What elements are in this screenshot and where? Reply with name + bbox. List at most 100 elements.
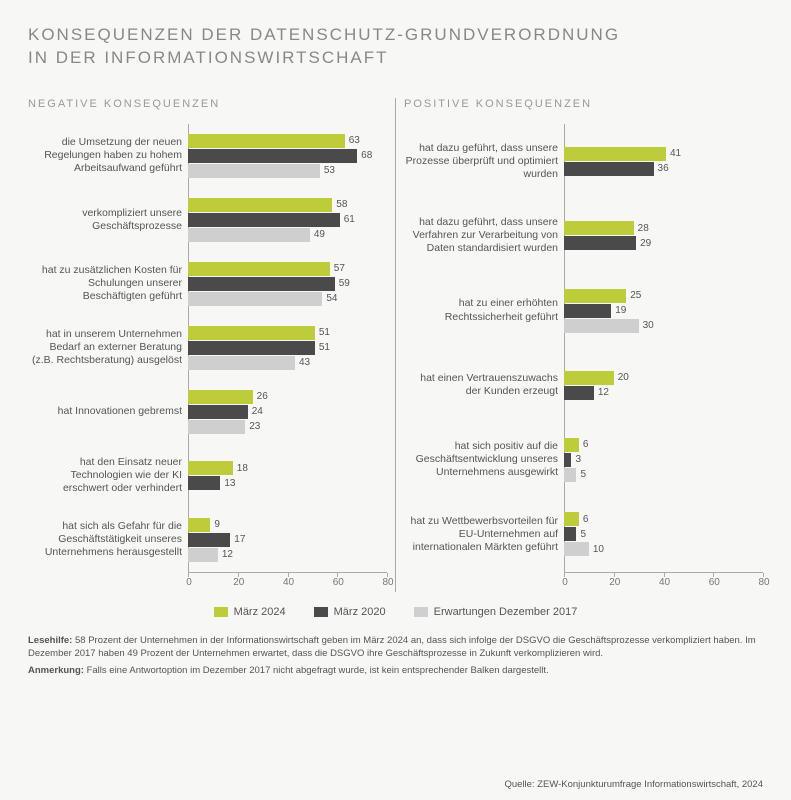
bar-value: 28 bbox=[634, 223, 649, 234]
anmerkung-label: Anmerkung: bbox=[28, 665, 84, 676]
bar-fill bbox=[188, 533, 230, 547]
bar-m2020: 29 bbox=[564, 236, 763, 250]
bar-group: 1813 bbox=[188, 444, 387, 508]
bar-fill bbox=[188, 213, 340, 227]
bar-value: 9 bbox=[210, 519, 220, 530]
bar-fill bbox=[564, 468, 576, 482]
category-label: hat zu zusätzlichen Kosten für Schulunge… bbox=[28, 252, 188, 316]
bar-d2017: 12 bbox=[188, 548, 387, 562]
lesehilfe-label: Lesehilfe: bbox=[28, 635, 72, 646]
bar-value: 12 bbox=[594, 387, 609, 398]
bar-fill bbox=[564, 147, 666, 161]
bar-value: 58 bbox=[332, 199, 347, 210]
bar-group: 2012 bbox=[564, 348, 763, 423]
panel-title-negative: NEGATIVE KONSEQUENZEN bbox=[28, 98, 387, 110]
panel-title-positive: POSITIVE KONSEQUENZEN bbox=[404, 98, 763, 110]
axis-tick: 80 bbox=[387, 573, 388, 577]
bar-d2017: 23 bbox=[188, 420, 387, 434]
bar-value: 19 bbox=[611, 305, 626, 316]
bar-fill bbox=[188, 277, 335, 291]
panel-negative: NEGATIVE KONSEQUENZEN die Umsetzung der … bbox=[28, 98, 396, 592]
bar-group: 91712 bbox=[188, 508, 387, 572]
bar-m2024: 6 bbox=[564, 438, 763, 452]
axis-tick: 20 bbox=[238, 573, 239, 577]
bar-value: 6 bbox=[579, 439, 589, 450]
axis-tick: 0 bbox=[564, 573, 565, 577]
bar-d2017: 5 bbox=[564, 468, 763, 482]
bar-fill bbox=[564, 438, 579, 452]
bar-value: 41 bbox=[666, 148, 681, 159]
bar-value: 25 bbox=[626, 290, 641, 301]
bar-value: 49 bbox=[310, 229, 325, 240]
axis-tick: 80 bbox=[763, 573, 764, 577]
bar-value: 12 bbox=[218, 549, 233, 560]
category-label: hat den Einsatz neuer Technologien wie d… bbox=[28, 444, 188, 508]
bar-m2020: 13 bbox=[188, 476, 387, 490]
axis-tick-label: 20 bbox=[609, 577, 620, 588]
bar-group: 51 51 43 bbox=[188, 316, 387, 380]
bar-m2020: 12 bbox=[564, 386, 763, 400]
bar-value: 23 bbox=[245, 421, 260, 432]
axis-tick: 0 bbox=[188, 573, 189, 577]
bar-fill bbox=[564, 512, 579, 526]
footnotes: Lesehilfe: 58 Prozent der Unternehmen in… bbox=[28, 634, 763, 678]
axis-tick-label: 80 bbox=[758, 577, 769, 588]
legend-label: März 2020 bbox=[334, 606, 386, 618]
title-line-2: IN DER INFORMATIONSWIRTSCHAFT bbox=[28, 48, 389, 67]
axis-tick-label: 60 bbox=[333, 577, 344, 588]
chart-panels: NEGATIVE KONSEQUENZEN die Umsetzung der … bbox=[28, 98, 763, 592]
bar-fill bbox=[188, 518, 210, 532]
axis-tick: 20 bbox=[614, 573, 615, 577]
panel-positive: POSITIVE KONSEQUENZEN hat dazu geführt, … bbox=[396, 98, 763, 592]
anmerkung-text: Falls eine Antwortoption im Dezember 201… bbox=[87, 665, 549, 676]
category-label: hat in unserem Unternehmen Bedarf an ext… bbox=[28, 316, 188, 380]
bar-d2017: 49 bbox=[188, 228, 387, 242]
bar-m2024: 41 bbox=[564, 147, 763, 161]
bar-m2020: 51 bbox=[188, 341, 387, 355]
axis-tick-label: 0 bbox=[562, 577, 568, 588]
bar-fill bbox=[188, 476, 220, 490]
title-line-1: KONSEQUENZEN DER DATENSCHUTZ-GRUNDVERORD… bbox=[28, 25, 620, 44]
bar-fill bbox=[564, 386, 594, 400]
bar-d2017: 43 bbox=[188, 356, 387, 370]
legend-item: März 2020 bbox=[314, 606, 386, 618]
bar-m2020: 68 bbox=[188, 149, 387, 163]
bar-value: 53 bbox=[320, 165, 335, 176]
bar-group: 262423 bbox=[188, 380, 387, 444]
bar-fill bbox=[564, 289, 626, 303]
axis-tick-label: 0 bbox=[186, 577, 192, 588]
bar-fill bbox=[564, 542, 589, 556]
bar-m2020: 5 bbox=[564, 527, 763, 541]
bar-value: 13 bbox=[220, 478, 235, 489]
category-label: hat sich positiv auf die Geschäftsentwic… bbox=[404, 423, 564, 498]
category-label: hat zu Wettbewerbsvorteilen für EU-Unter… bbox=[404, 497, 564, 572]
bar-value: 30 bbox=[639, 320, 654, 331]
bar-group: 2519 30 bbox=[564, 273, 763, 348]
bar-value: 29 bbox=[636, 238, 651, 249]
bar-value: 51 bbox=[315, 342, 330, 353]
bar-group: 575954 bbox=[188, 252, 387, 316]
legend-swatch bbox=[414, 607, 428, 617]
bar-fill bbox=[188, 149, 357, 163]
bar-m2024: 26 bbox=[188, 390, 387, 404]
axis-tick-label: 20 bbox=[233, 577, 244, 588]
bar-value: 10 bbox=[589, 544, 604, 555]
bar-fill bbox=[188, 262, 330, 276]
category-label: hat einen Vertrauenszuwachs der Kunden e… bbox=[404, 348, 564, 423]
bar-group: 2829 bbox=[564, 199, 763, 274]
bar-value: 59 bbox=[335, 278, 350, 289]
bar-fill bbox=[188, 548, 218, 562]
bar-value: 51 bbox=[315, 327, 330, 338]
bar-group: 636853 bbox=[188, 124, 387, 188]
bar-m2024: 18 bbox=[188, 461, 387, 475]
bar-m2024: 58 bbox=[188, 198, 387, 212]
bar-m2024: 6 bbox=[564, 512, 763, 526]
bar-m2024: 28 bbox=[564, 221, 763, 235]
category-label: die Umsetzung der neuen Regelungen haben… bbox=[28, 124, 188, 188]
bar-m2024: 9 bbox=[188, 518, 387, 532]
bar-m2024: 25 bbox=[564, 289, 763, 303]
bar-m2024: 51 bbox=[188, 326, 387, 340]
bar-value: 61 bbox=[340, 214, 355, 225]
bar-value: 6 bbox=[579, 514, 589, 525]
bar-value: 20 bbox=[614, 372, 629, 383]
